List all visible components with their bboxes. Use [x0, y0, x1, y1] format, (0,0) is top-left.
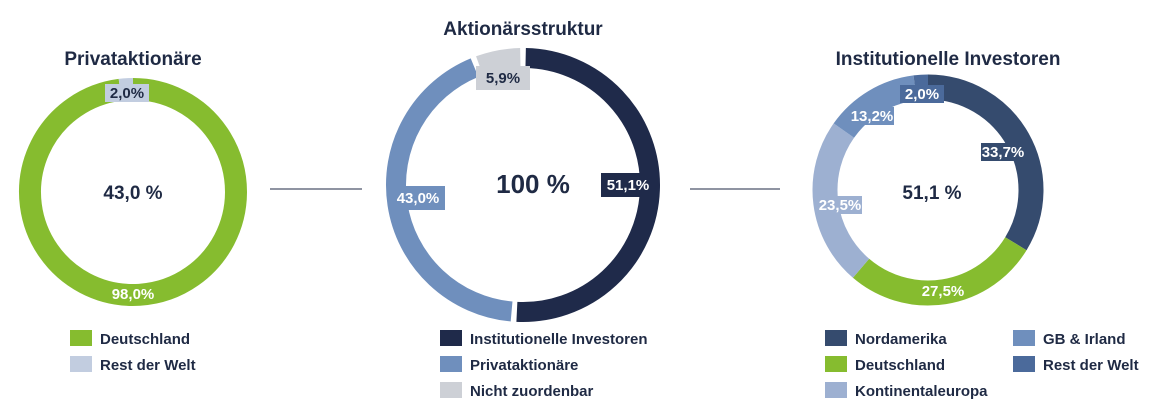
legend-privataktionaere: Deutschland Rest der Welt — [70, 330, 196, 374]
data-label-rest-der-welt: 2,0% — [105, 84, 149, 102]
data-label-kontinentaleuropa: 23,5% — [818, 196, 862, 214]
data-label-text: 43,0% — [397, 190, 440, 207]
donut-slice-nordamerika — [927, 74, 1044, 251]
legend-swatch-deutschland — [70, 330, 92, 346]
data-label-background — [476, 66, 530, 90]
data-label-gb-irland: 13,2% — [850, 107, 894, 125]
data-label-text: 5,9% — [486, 70, 520, 87]
center-label: 100 % — [496, 169, 570, 199]
data-label-deutschland: 98,0% — [112, 286, 155, 303]
data-label-text: 27,5% — [922, 283, 965, 300]
legend-swatch-deutschland — [825, 356, 847, 372]
legend-label: Institutionelle Investoren — [470, 331, 648, 348]
legend-swatch-gb-irland — [1013, 330, 1035, 346]
legend-label: GB & Irland — [1043, 331, 1126, 348]
center-label: 43,0 % — [103, 183, 162, 204]
data-labels: 51,1% 43,0% 5,9% — [391, 66, 655, 210]
legend-label: Nicht zuordenbar — [470, 383, 594, 400]
legend-label: Rest der Welt — [100, 357, 196, 374]
data-label-text: 98,0% — [112, 286, 155, 303]
data-label-nicht-zuordenbar: 5,9% — [476, 66, 530, 90]
data-label-rest-der-welt: 2,0% — [900, 85, 944, 103]
data-label-background — [981, 143, 1025, 161]
chart-title: Aktionärsstruktur — [443, 19, 603, 40]
data-label-text: 2,0% — [905, 86, 939, 103]
data-label-deutschland: 27,5% — [922, 283, 965, 300]
data-label-background — [818, 196, 862, 214]
legend-label: Deutschland — [855, 357, 945, 374]
data-labels: 98,0% 2,0% — [105, 84, 154, 303]
chart-privataktionaere: Privataktionäre 43,0 % 98,0% 2,0% — [19, 49, 247, 306]
data-label-text: 51,1% — [607, 177, 650, 194]
legend-label: Rest der Welt — [1043, 357, 1139, 374]
data-labels: 33,7% 27,5% 23,5% 13,2% 2,0% — [818, 85, 1025, 300]
legend-swatch-nicht-zuordenbar — [440, 382, 462, 398]
data-label-background — [850, 107, 894, 125]
chart-aktionaersstruktur: Aktionärsstruktur 100 % 51,1% 43,0% 5,9% — [386, 19, 660, 322]
data-label-text: 33,7% — [982, 144, 1025, 161]
legend-swatch-kontinentaleuropa — [825, 382, 847, 398]
legend-label: Deutschland — [100, 331, 190, 348]
donut-slice-deutschland — [852, 236, 1027, 306]
data-label-institutionelle-investoren: 51,1% — [601, 173, 655, 197]
data-label-background — [105, 84, 149, 102]
data-label-text: 13,2% — [851, 108, 894, 125]
donut-slice-deutschland — [19, 78, 247, 306]
data-label-privataktionäre: 43,0% — [391, 186, 445, 210]
data-label-text: 2,0% — [110, 85, 144, 102]
center-label: 51,1 % — [902, 183, 961, 204]
legend-swatch-rest-der-welt — [1013, 356, 1035, 372]
data-label-background — [391, 186, 445, 210]
legend-institutionelle-investoren: Nordamerika GB & Irland Deutschland Rest… — [825, 330, 1139, 400]
chart-institutionelle-investoren: Institutionelle Investoren 51,1 % 33,7% 2… — [812, 49, 1061, 306]
legend-swatch-rest-der-welt — [70, 356, 92, 372]
legend-label: Privataktionäre — [470, 357, 578, 374]
legend-swatch-nordamerika — [825, 330, 847, 346]
data-label-background — [900, 85, 944, 103]
legend-label: Kontinentaleuropa — [855, 383, 988, 400]
legend-swatch-institutionelle-investoren — [440, 330, 462, 346]
legend-label: Nordamerika — [855, 331, 947, 348]
data-label-text: 23,5% — [819, 197, 862, 214]
chart-title: Institutionelle Investoren — [836, 49, 1061, 70]
donut-slice-nicht-zuordenbar — [476, 48, 521, 76]
legend-aktionaersstruktur: Institutionelle Investoren Privataktionä… — [440, 330, 648, 400]
chart-title: Privataktionäre — [64, 49, 201, 70]
data-label-nordamerika: 33,7% — [981, 143, 1025, 161]
legend-swatch-privataktionaere — [440, 356, 462, 372]
data-label-background — [601, 173, 655, 197]
